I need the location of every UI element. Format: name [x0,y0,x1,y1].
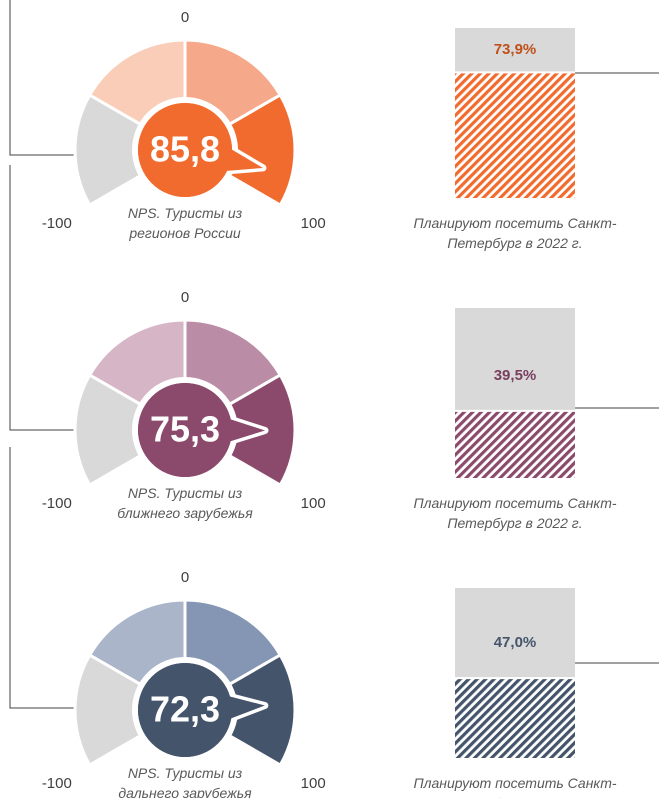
value-label: 47,0% [494,634,537,651]
gauge-tick-label: 100 [301,215,326,232]
gauge-tick-label: 0 [181,569,189,586]
gauge-tick-label: -100 [42,495,72,512]
gauge-needle [132,657,269,763]
connector [9,447,75,709]
gauge-needle [132,97,267,203]
value-label: 39,5% [494,367,537,384]
gauge-needle [132,377,269,483]
caption: Планируют посетить Санкт-Петербург в 202… [413,775,617,798]
value-label: 73,9% [494,41,537,58]
value-bubble-fill [138,663,232,757]
connector [9,165,75,431]
value-label: 72,3 [150,689,220,730]
connectors [9,0,659,709]
bar [455,678,575,758]
gauge-tick-label: -100 [42,215,72,232]
connector [9,0,75,156]
gauge-tick-label: 100 [301,495,326,512]
value-label: 75,3 [150,409,220,450]
gauge-tick-label: 0 [181,9,189,26]
caption: Планируют посетить Санкт-Петербург в 202… [413,495,617,531]
value-bubble-fill [138,103,232,197]
bar [455,72,575,198]
bar [455,410,575,478]
gauge-tick-label: 100 [301,775,326,792]
caption: NPS. Туристы из дальнего зарубежья [118,765,252,798]
caption: NPS. Туристы из ближнего зарубежья [117,485,253,521]
caption: NPS. Туристы из регионов России [127,205,243,241]
gauge-tick-label: -100 [42,775,72,792]
value-label: 85,8 [150,129,220,170]
value-bubble-fill [138,383,232,477]
caption: Планируют посетить Санкт-Петербург в 202… [413,215,617,251]
gauge-tick-label: 0 [181,289,189,306]
